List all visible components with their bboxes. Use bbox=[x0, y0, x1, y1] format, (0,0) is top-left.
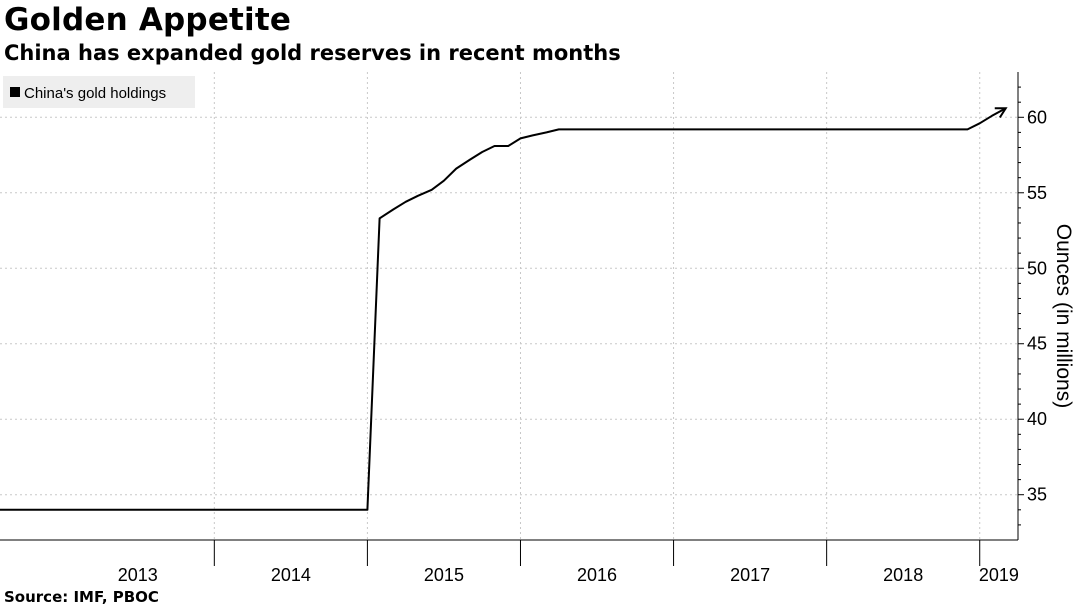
series-arrowhead bbox=[994, 107, 1008, 119]
y-tick-label: 55 bbox=[1027, 183, 1047, 203]
legend-label: China's gold holdings bbox=[24, 85, 166, 102]
grid-layer bbox=[0, 72, 1018, 540]
x-tick-label: 2017 bbox=[730, 565, 770, 585]
legend: China's gold holdings bbox=[3, 76, 195, 108]
axes-layer: 35 40 45 50 55 60 2013 2014 2015 2016 2017 2018 2019 bbox=[0, 72, 1047, 585]
source-note: Source: IMF, PBOC bbox=[4, 588, 159, 606]
x-tick-label: 2015 bbox=[424, 565, 464, 585]
chart-subtitle: China has expanded gold reserves in rece… bbox=[4, 41, 621, 65]
x-tick-label: 2014 bbox=[271, 565, 311, 585]
x-tick-label: 2013 bbox=[118, 565, 158, 585]
chart-title: Golden Appetite bbox=[4, 2, 292, 38]
legend-swatch bbox=[10, 87, 20, 97]
y-tick-label: 35 bbox=[1027, 485, 1047, 505]
y-tick-label: 45 bbox=[1027, 334, 1047, 354]
series-line bbox=[0, 107, 1007, 511]
y-axis-label: Ounces (in millions) bbox=[1052, 224, 1075, 408]
y-tick-label: 40 bbox=[1027, 409, 1047, 429]
legend-background bbox=[3, 76, 195, 108]
x-tick-label: 2016 bbox=[577, 565, 617, 585]
series-layer bbox=[0, 107, 1008, 511]
y-tick-label: 60 bbox=[1027, 107, 1047, 127]
x-tick-label: 2019 bbox=[979, 565, 1019, 585]
y-tick-label: 50 bbox=[1027, 258, 1047, 278]
x-tick-label: 2018 bbox=[883, 565, 923, 585]
